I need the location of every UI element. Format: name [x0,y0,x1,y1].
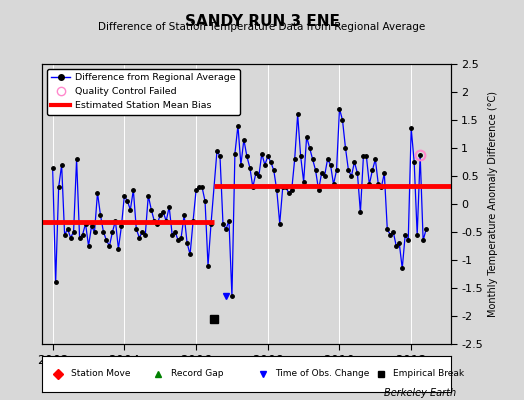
Y-axis label: Monthly Temperature Anomaly Difference (°C): Monthly Temperature Anomaly Difference (… [488,91,498,317]
Text: Berkeley Earth: Berkeley Earth [384,388,456,398]
Text: Record Gap: Record Gap [171,370,223,378]
Text: Empirical Break: Empirical Break [394,370,465,378]
Text: Station Move: Station Move [71,370,130,378]
Text: Difference of Station Temperature Data from Regional Average: Difference of Station Temperature Data f… [99,22,425,32]
Text: SANDY RUN 3 ENE: SANDY RUN 3 ENE [184,14,340,29]
Legend: Difference from Regional Average, Quality Control Failed, Estimated Station Mean: Difference from Regional Average, Qualit… [47,69,241,115]
Text: Time of Obs. Change: Time of Obs. Change [275,370,369,378]
